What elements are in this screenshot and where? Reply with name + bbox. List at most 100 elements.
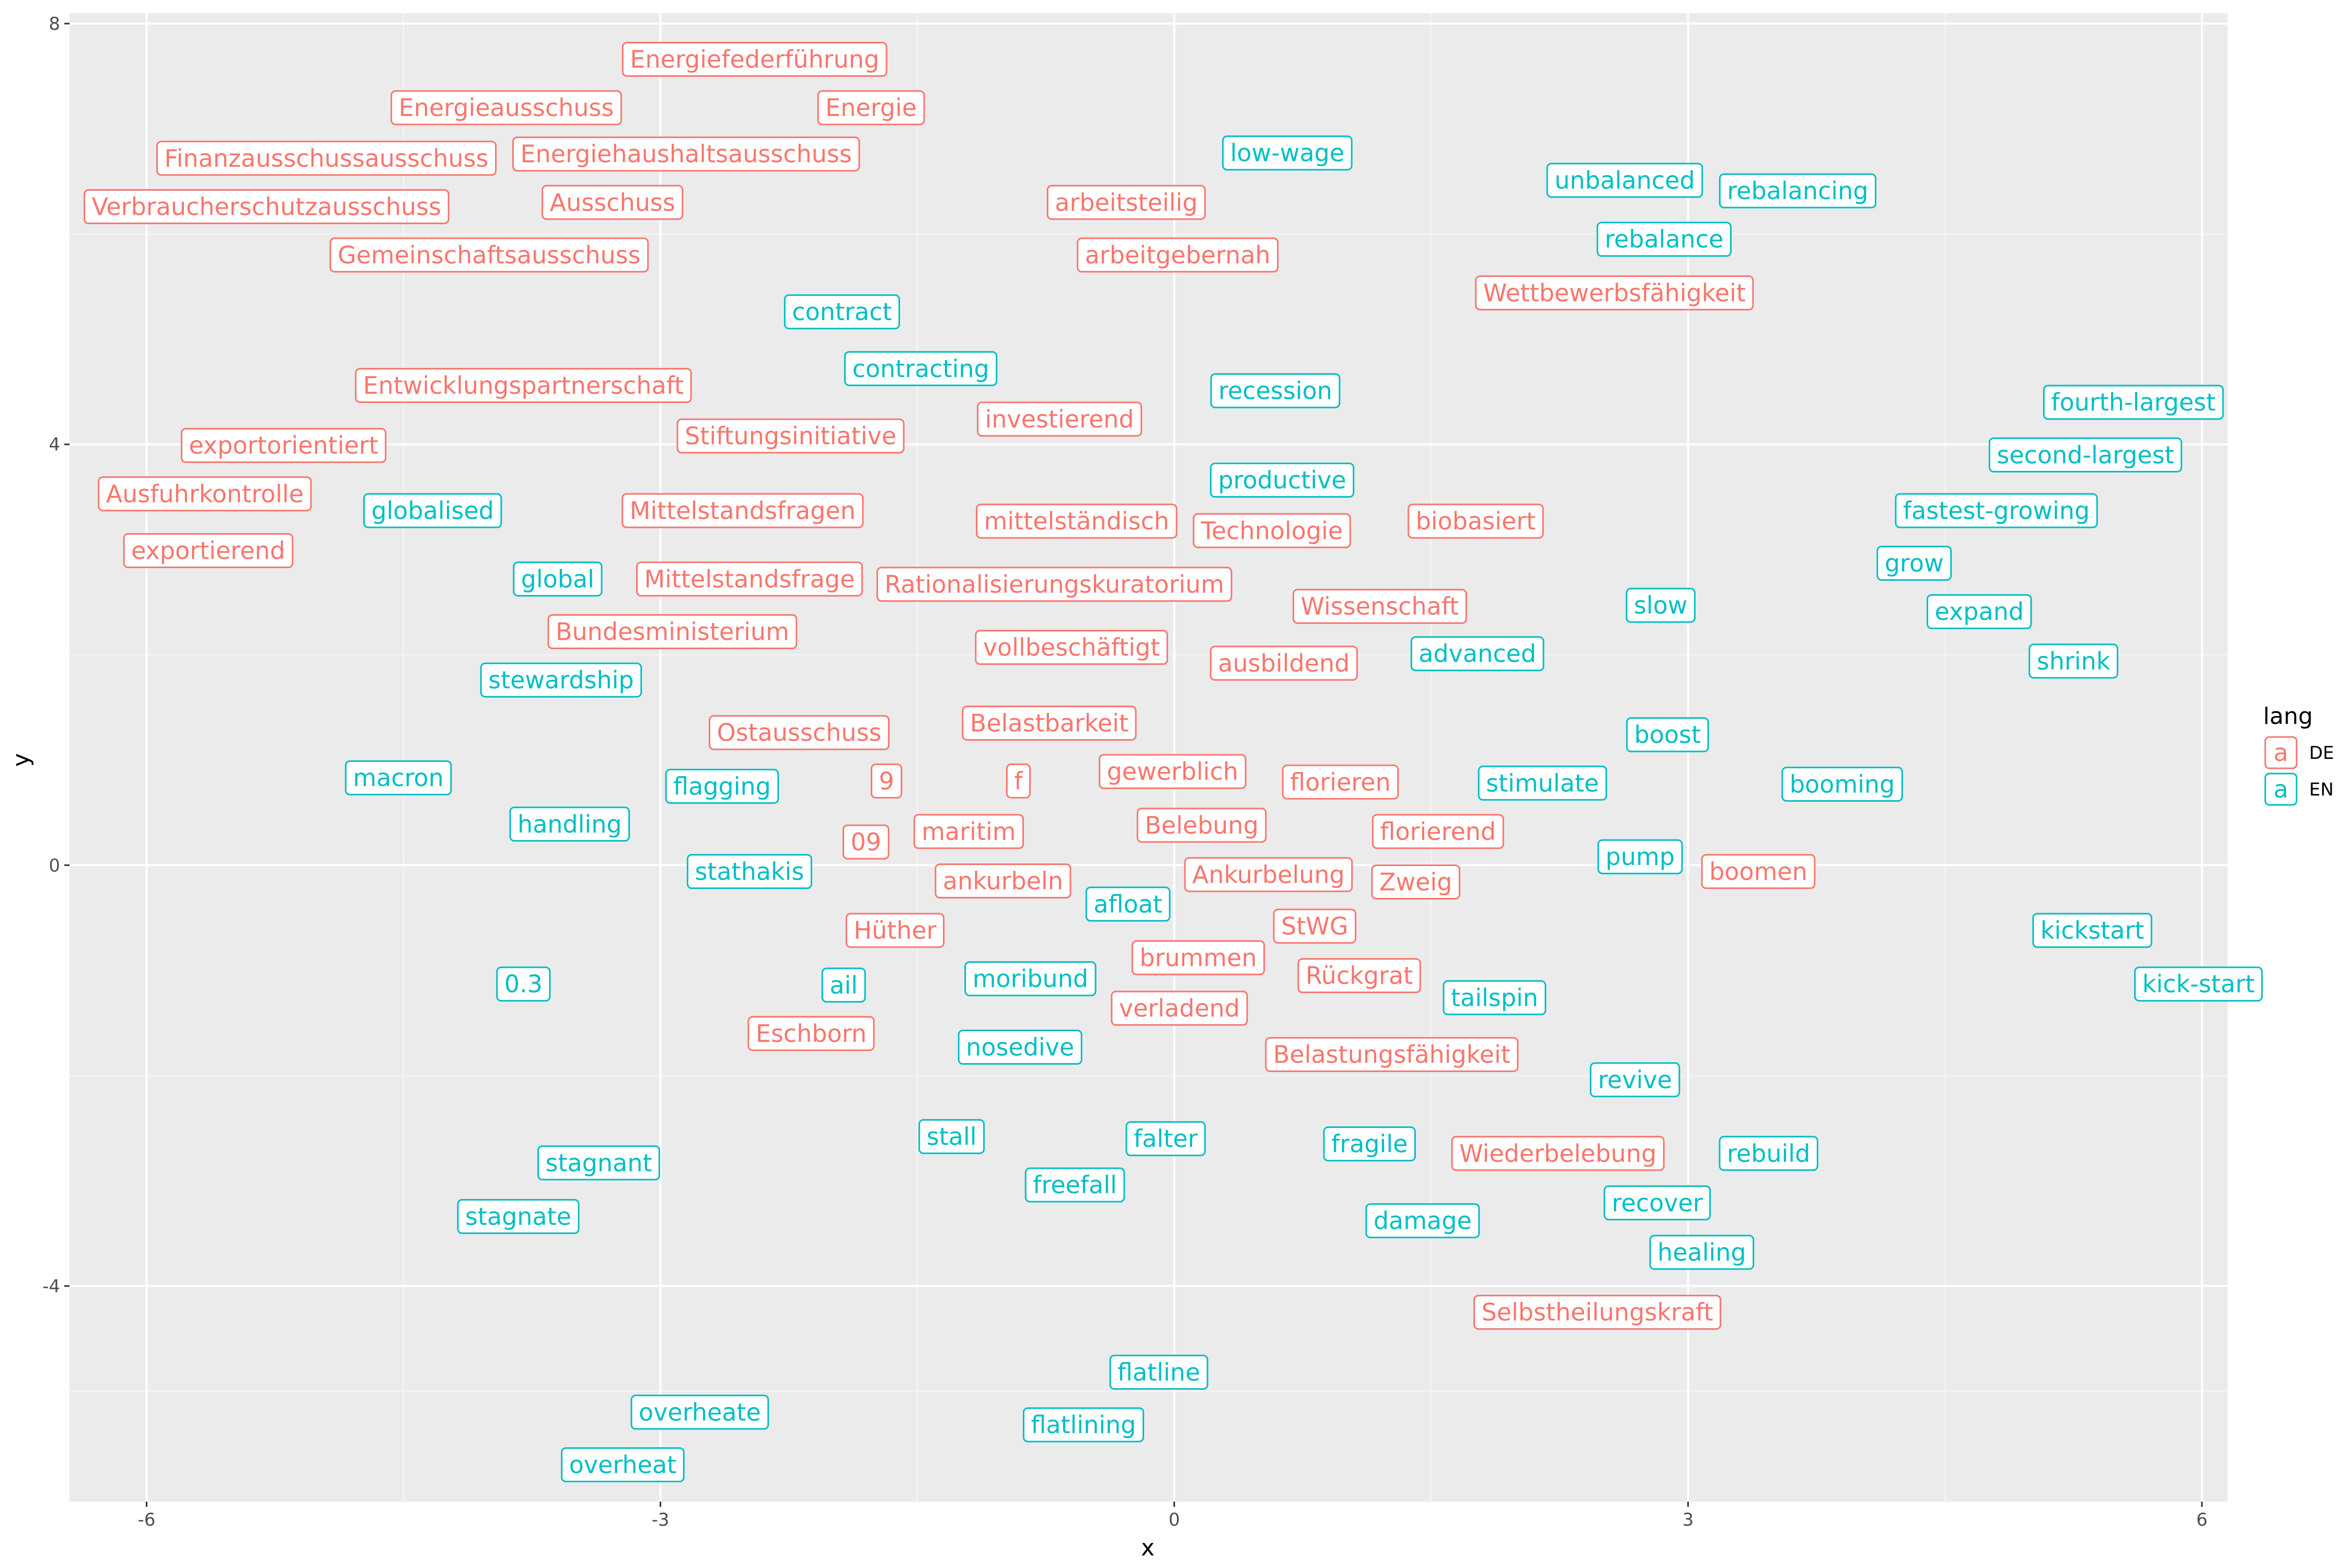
label-text: productive: [1218, 466, 1346, 494]
label-text: fastest-growing: [1903, 497, 2090, 525]
label-box: [2043, 385, 2224, 420]
label-box: [363, 493, 502, 528]
label-box: [1111, 990, 1248, 1026]
x-tick-label: -6: [138, 1509, 156, 1530]
legend: lang a DE a EN: [2263, 703, 2334, 806]
point-label-en: 0.3: [496, 966, 551, 1002]
point-label-de: Ankurbelung: [1184, 857, 1353, 892]
label-box: [1604, 1185, 1711, 1220]
label-text: mittelständisch: [984, 507, 1169, 535]
label-box: [935, 863, 1071, 898]
point-label-de: Ausschuss: [541, 185, 684, 220]
label-text: stall: [927, 1123, 977, 1151]
point-label-de: Verbraucherschutzausschuss: [83, 189, 449, 224]
label-text: contracting: [852, 354, 989, 383]
point-label-en: stagnant: [537, 1145, 661, 1181]
point-label-en: global: [513, 561, 603, 597]
legend-key-en: a EN: [2264, 773, 2334, 806]
label-text: 09: [851, 828, 882, 856]
point-label-en: macron: [344, 760, 452, 795]
label-text: Mittelstandsfragen: [630, 497, 856, 525]
point-label-de: StWG: [1273, 908, 1357, 944]
label-box: [747, 1016, 875, 1051]
label-text: recover: [1612, 1189, 1703, 1217]
label-box: [480, 662, 642, 698]
point-label-en: contracting: [844, 351, 998, 386]
label-box: [1443, 980, 1547, 1016]
label-text: exportierend: [131, 537, 285, 565]
label-text: Mittelstandsfrage: [644, 565, 855, 593]
label-box: [1473, 1295, 1722, 1330]
label-text: stagnate: [465, 1203, 571, 1231]
label-box: [958, 1030, 1082, 1065]
label-box: [561, 1447, 685, 1483]
point-label-en: healing: [1649, 1235, 1755, 1270]
point-label-de: 9: [870, 763, 903, 799]
point-label-de: Rückgrat: [1297, 958, 1421, 994]
point-label-de: Belastungsfähigkeit: [1265, 1037, 1519, 1073]
label-text: StWG: [1281, 912, 1348, 940]
label-text: exportorientiert: [189, 431, 378, 459]
label-box: [547, 614, 798, 649]
label-text: slow: [1634, 591, 1688, 619]
label-box: [1478, 765, 1607, 801]
point-label-en: advanced: [1410, 636, 1544, 672]
label-text: overheat: [569, 1451, 676, 1479]
point-label-de: Energie: [817, 90, 925, 125]
label-text: flatlining: [1031, 1411, 1136, 1439]
label-text: healing: [1657, 1238, 1746, 1266]
point-label-en: second-largest: [1988, 437, 2183, 472]
point-label-de: Technologie: [1193, 513, 1351, 548]
point-label-en: recession: [1210, 373, 1341, 409]
label-box: [344, 760, 452, 795]
point-label-de: Ausfuhrkontrolle: [98, 476, 312, 512]
point-label-de: Stiftungsinitiative: [676, 418, 905, 454]
y-tick-label: 4: [49, 434, 60, 455]
label-box: [1988, 437, 2183, 472]
point-label-de: investierend: [977, 401, 1143, 437]
label-text: Wettbewerbsfähigkeit: [1483, 279, 1746, 307]
label-box: [870, 763, 903, 799]
label-box: [1193, 513, 1351, 548]
label-text: Wiederbelebung: [1459, 1139, 1656, 1168]
point-label-en: expand: [1927, 594, 2032, 629]
label-box: [636, 561, 863, 597]
point-label-en: stimulate: [1478, 765, 1607, 801]
label-box: [676, 418, 905, 454]
legend-key-glyph: a: [2274, 739, 2288, 767]
point-label-de: biobasiert: [1408, 503, 1544, 539]
legend-label: DE: [2309, 743, 2334, 764]
label-text: tailspin: [1451, 984, 1538, 1012]
label-box: [2134, 966, 2263, 1002]
label-box: [1006, 763, 1031, 799]
label-text: revive: [1598, 1066, 1672, 1094]
point-label-de: Belastbarkeit: [962, 706, 1137, 741]
point-label-de: brummen: [1131, 940, 1265, 975]
label-text: second-largest: [1997, 441, 2174, 469]
label-box: [821, 967, 866, 1003]
label-box: [1184, 857, 1353, 892]
label-text: vollbeschäftigt: [983, 633, 1160, 662]
point-label-de: verladend: [1111, 990, 1248, 1026]
label-box: [1719, 173, 1877, 209]
label-box: [1626, 717, 1709, 753]
label-box: [686, 854, 812, 889]
x-tick-label: 6: [2196, 1509, 2208, 1530]
label-text: stewardship: [488, 666, 634, 694]
point-label-en: recover: [1604, 1185, 1711, 1220]
label-box: [457, 1199, 580, 1235]
label-text: Wissenschaft: [1301, 592, 1459, 620]
label-box: [1719, 1136, 1818, 1171]
point-label-en: flagging: [665, 768, 779, 804]
point-label-de: Energiehaushaltsausschuss: [512, 136, 860, 172]
label-box: [1024, 1167, 1125, 1203]
label-text: globalised: [371, 497, 494, 525]
label-text: Gemeinschaftsausschuss: [338, 241, 641, 269]
point-label-en: pump: [1597, 839, 1683, 874]
label-text: damage: [1374, 1207, 1472, 1235]
label-text: Energie: [825, 94, 917, 122]
point-label-en: globalised: [363, 493, 502, 528]
point-label-de: Rationalisierungskuratorium: [876, 567, 1232, 602]
label-text: Technologie: [1201, 516, 1343, 545]
point-label-de: Entwicklungspartnerschaft: [355, 368, 692, 403]
